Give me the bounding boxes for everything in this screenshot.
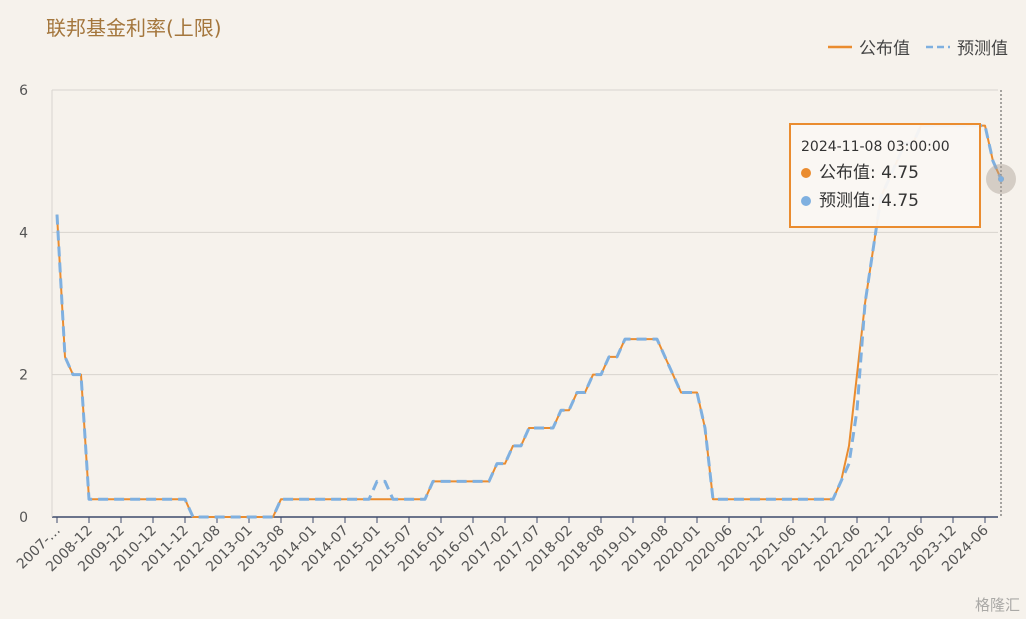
tooltip-title: 2024-11-08 03:00:00: [801, 139, 950, 155]
tooltip-row: 公布值4.75: [801, 159, 979, 187]
tooltip-dot: [801, 196, 811, 206]
legend-label: 预测值: [957, 39, 1008, 59]
watermark: 格隆汇: [974, 596, 1020, 614]
tooltip-dot: [801, 168, 811, 178]
y-tick-label: 2: [19, 368, 28, 384]
chart-title: 联邦基金利率(上限): [46, 16, 222, 40]
tooltip: 2024-11-08 03:00:00 公布值4.75 预测值4.75: [789, 123, 981, 228]
tooltip-value: 4.75: [881, 163, 919, 183]
series-line: [56, 124, 1002, 518]
hover-point: [998, 175, 1004, 182]
y-tick-label: 0: [19, 510, 28, 526]
legend-label: 公布值: [859, 39, 910, 59]
tooltip-series-name: 预测值: [819, 191, 881, 211]
tooltip-row: 预测值4.75: [801, 187, 979, 215]
tooltip-series-name: 公布值: [819, 163, 881, 183]
tooltip-value: 4.75: [881, 191, 919, 211]
y-tick-label: 6: [19, 83, 28, 99]
y-tick-label: 4: [19, 225, 28, 241]
